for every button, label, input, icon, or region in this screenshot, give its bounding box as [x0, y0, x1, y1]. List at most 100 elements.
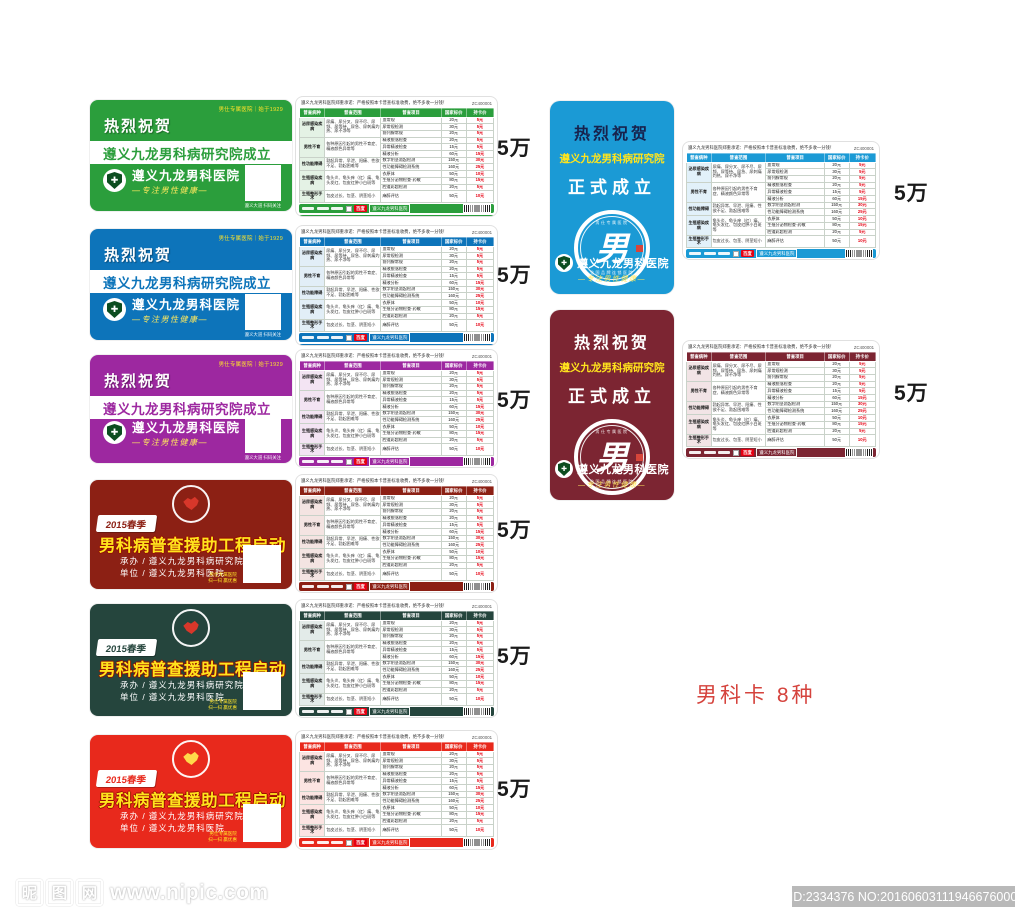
table-cell: 龟头炎、龟头痒（红）痛、龟头发红、包皮红肿小白斑等 [324, 548, 382, 570]
table-cell: 尿痛、尿分叉、尿不尽、尿频、尿等待、尿急、尿刺痛灼热、尿不净等 [324, 369, 382, 391]
card-footnote: 男仕专属医院 扫一扫 赢优惠 [208, 571, 237, 583]
table-cell: 尿常规检测 [765, 168, 825, 176]
table-cell: 60元 [440, 150, 467, 158]
table-cell: 160元 [440, 163, 467, 172]
congrats-title: 热烈祝贺 [104, 118, 173, 135]
table-cell: 5元 [848, 228, 876, 237]
qr-mini-icon [345, 708, 352, 715]
portrait-card-face: 热烈祝贺 遵义九龙男科病研究院 正式成立 男仕专属医院 男 全国品牌连锁医院 ✚… [550, 101, 674, 294]
table-cell: 20元 [440, 763, 467, 772]
table-cell: 男性不育 [298, 136, 326, 158]
table-cell: 5元 [465, 494, 495, 503]
table-cell: 前列腺常规 [380, 382, 442, 391]
card-front-red: 2015春季 男科病普查援助工程启动 承办 / 遵义九龙男科病研究院 单位 / 遵义… [90, 735, 292, 848]
organizer-lines: 承办 / 遵义九龙男科病研究院 单位 / 遵义九龙男科医院 [120, 680, 244, 704]
table-cell: 5元 [465, 501, 495, 509]
table-cell: 各种原因引起的男性不育症、精液颜色异常等 [324, 639, 382, 661]
table-cell: 5元 [465, 514, 495, 523]
seal-arc-text: 全国品牌连锁医院 [590, 479, 634, 484]
table-cell: 包皮过长、包茎、阴茎短小 [324, 824, 382, 837]
table-cell: 50元 [440, 423, 467, 431]
organizer-name: 遵义九龙男科病研究院 [148, 680, 244, 690]
table-cell: 5元 [465, 639, 495, 648]
qr-mini-icon [345, 334, 352, 341]
table-header: 普查项目 [380, 236, 442, 247]
hospital-slogan: —专注男性健康— [132, 186, 208, 195]
table-cell: 异常精液检查 [380, 143, 442, 151]
table-cell: 各种原因引起的男性不育症、精液颜色异常等 [324, 265, 382, 287]
table-row: 性功能障碍 勃起异常、早泄、阳痿、性欲不足、勃起困难等 数字阴茎勃起检测 150元 30… [298, 659, 495, 675]
table-cell: 20元 [440, 561, 467, 570]
table-header: 国家标价 [823, 351, 850, 362]
table-cell: 50元 [823, 235, 850, 248]
table-cell: 10元 [465, 804, 495, 812]
table-cell: 20元 [440, 750, 467, 759]
table-cell: 数字阴茎勃起检测 [380, 156, 442, 165]
male-seal-icon: 男仕专属医院 男 全国品牌连锁医院 [574, 419, 650, 495]
campaign-title: 男科病普查援助工程启动 [99, 661, 286, 679]
table-cell: 15元 [848, 221, 876, 230]
table-cell: 50元 [440, 190, 467, 203]
hospital-slogan: —专注男性健康— [578, 482, 646, 489]
table-header: 普查范围 [710, 152, 767, 163]
strip-text-placeholder [689, 252, 701, 256]
table-cell: 尿痛、尿分叉、尿不尽、尿频、尿等待、尿急、尿刺痛灼热、尿不净等 [324, 619, 382, 641]
card-front-blue: 男仕专属医院｜始于1929 热烈祝贺 遵义九龙男科病研究院成立 ✚ 遵义九龙男科… [90, 229, 292, 340]
card-footnote: 遵义大道 扫码关注 [244, 455, 281, 460]
quantity-label: 5万 [894, 382, 929, 405]
table-cell: 血常规 [380, 619, 442, 628]
table-row: 男性不育 各种原因引起的男性不育症、精液颜色异常等 精液脱落检查 20元 5元 [298, 136, 495, 158]
banner-title: 遵义九龙男科病研究院成立 [90, 270, 292, 293]
barcode-icon [463, 582, 491, 591]
hospital-lockup: ✚ 遵义九龙男科医院 —专注男性健康— [103, 294, 240, 325]
table-header: 持卡价 [465, 610, 495, 621]
table-cell: 尿痛、尿分叉、尿不尽、尿频、尿等待、尿急、尿刺痛灼热、尿不净等 [324, 750, 382, 772]
brand-chip: 遵义九龙男科医院 [369, 457, 411, 467]
table-cell: 5元 [848, 360, 876, 369]
campaign-title: 男科病普查援助工程启动 [99, 537, 286, 555]
table-cell: 60元 [440, 403, 467, 411]
table-cell: 泌尿感染疾病 [686, 161, 712, 183]
quantity-label: 5万 [497, 778, 532, 801]
table-cell: 龟头炎、龟头痒（红）痛、龟头发红、包皮红肿小白斑等 [324, 804, 382, 826]
quantity-label: 5万 [894, 182, 929, 205]
table-cell: 腔道彩超检测 [380, 183, 442, 192]
baidu-chip: 百度 [354, 458, 367, 466]
card-front-green: 男仕专属医院｜始于1929 热烈祝贺 遵义九龙男科病研究院成立 ✚ 遵义九龙男科… [90, 100, 292, 211]
table-row: 生殖整形手术 包皮过长、包茎、阴茎短小 麻醉评估 50元 10元 [686, 235, 876, 248]
hospital-name: 遵义九龙男科医院 [132, 298, 241, 312]
table-cell: 生殖整形手术 [298, 824, 326, 837]
table-cell: 10元 [465, 423, 495, 431]
table-cell: 50元 [440, 443, 467, 456]
qr-code-placeholder [245, 417, 281, 453]
table-row: 生殖整形手术 包皮过长、包茎、阴茎短小 麻醉评估 50元 10元 [298, 568, 495, 581]
cross-icon: ✚ [107, 424, 122, 441]
promo-strip: 百度 遵义九龙男科医院 [299, 838, 494, 848]
card-front-blue-portrait: 热烈祝贺 遵义九龙男科病研究院 正式成立 男仕专属医院 男 全国品牌连锁医院 ✚… [550, 101, 674, 294]
card-back-blue-portrait: 遵义九龙男科医院郑重承诺：严格按照本卡普查标准收费，绝不多收一分钱！ ZC400… [683, 142, 879, 259]
table-header: 普查项目 [380, 107, 442, 118]
table-cell: 男性不育 [686, 380, 712, 402]
table-row: 性功能障碍 勃起异常、早泄、阳痿、性欲不足、勃起困难等 数字阴茎勃起检测 150元 30… [298, 534, 495, 550]
table-row: 生殖感染疾病 龟头炎、龟头痒（红）痛、龟头发红、包皮红肿小白斑等 衣原体 50元 10元 [298, 673, 495, 695]
qr-mini-icon [345, 583, 352, 590]
table-cell: 尿常规检测 [765, 367, 825, 375]
congrats-title: 热烈祝贺 [104, 247, 173, 264]
table-cell: 腔道彩超检测 [765, 427, 825, 436]
table-cell: 5元 [848, 188, 876, 196]
hospital-logo-icon: ✚ [103, 298, 126, 321]
table-cell: 数字阴茎勃起检测 [380, 534, 442, 543]
table-header: 持卡价 [465, 741, 495, 752]
table-cell: 衣原体 [765, 414, 825, 422]
table-cell: 生殖感染疾病 [686, 215, 712, 237]
table-cell: 20元 [440, 817, 467, 826]
seal-arc-text: 全国品牌连锁医院 [590, 270, 634, 275]
table-header: 普查项目 [380, 741, 442, 752]
card-footer: 健康热线 2893 7777 ✉ 67702099 地址：汇川区海尔大道与宁波路… [299, 343, 494, 345]
table-cell: 160元 [823, 407, 850, 416]
table-row: 泌尿感染疾病 尿痛、尿分叉、尿不尽、尿频、尿等待、尿急、尿刺痛灼热、尿不净等 血常规… [686, 360, 876, 382]
table-cell: 5元 [465, 272, 495, 280]
table-cell: 勃起异常、早泄、阳痿、性欲不足、勃起困难等 [324, 409, 382, 425]
table-cell: 5元 [848, 427, 876, 436]
table-cell: 20元 [440, 639, 467, 648]
